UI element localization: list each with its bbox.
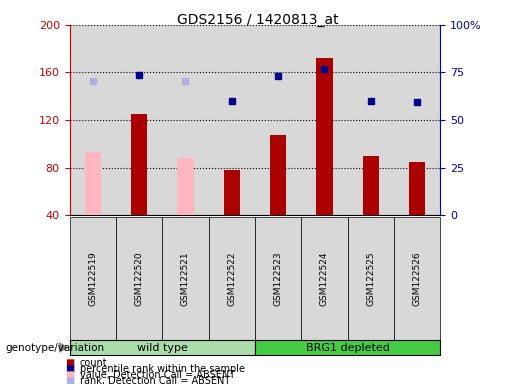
Bar [209,25,255,215]
Text: wild type: wild type [137,343,187,353]
Bar [348,25,394,215]
Text: GSM122520: GSM122520 [134,251,144,306]
Text: ■: ■ [65,370,74,380]
Bar [394,25,440,215]
Bar [162,25,209,215]
Text: ■: ■ [65,358,74,368]
Text: percentile rank within the sample: percentile rank within the sample [80,364,245,374]
Text: GSM122521: GSM122521 [181,251,190,306]
Text: ■: ■ [65,376,74,384]
Bar [84,152,101,215]
Text: GDS2156 / 1420813_at: GDS2156 / 1420813_at [177,13,338,27]
Bar [177,158,194,215]
Bar [301,25,348,215]
Bar [363,156,379,215]
Bar [409,162,425,215]
Text: GSM122525: GSM122525 [366,251,375,306]
Text: GSM122522: GSM122522 [227,251,236,306]
Text: genotype/variation: genotype/variation [5,343,104,353]
Bar [116,25,162,215]
Bar [224,170,240,215]
Bar [316,58,333,215]
Text: GSM122523: GSM122523 [273,251,283,306]
Text: count: count [80,358,108,368]
Bar [255,25,301,215]
Text: GSM122524: GSM122524 [320,251,329,306]
Bar [131,114,147,215]
Text: ■: ■ [65,364,74,374]
Bar [270,136,286,215]
Text: GSM122519: GSM122519 [88,251,97,306]
Text: BRG1 depleted: BRG1 depleted [306,343,389,353]
Bar [70,25,116,215]
Text: GSM122526: GSM122526 [413,251,422,306]
Text: rank, Detection Call = ABSENT: rank, Detection Call = ABSENT [80,376,230,384]
Text: value, Detection Call = ABSENT: value, Detection Call = ABSENT [80,370,235,380]
Polygon shape [59,343,67,352]
